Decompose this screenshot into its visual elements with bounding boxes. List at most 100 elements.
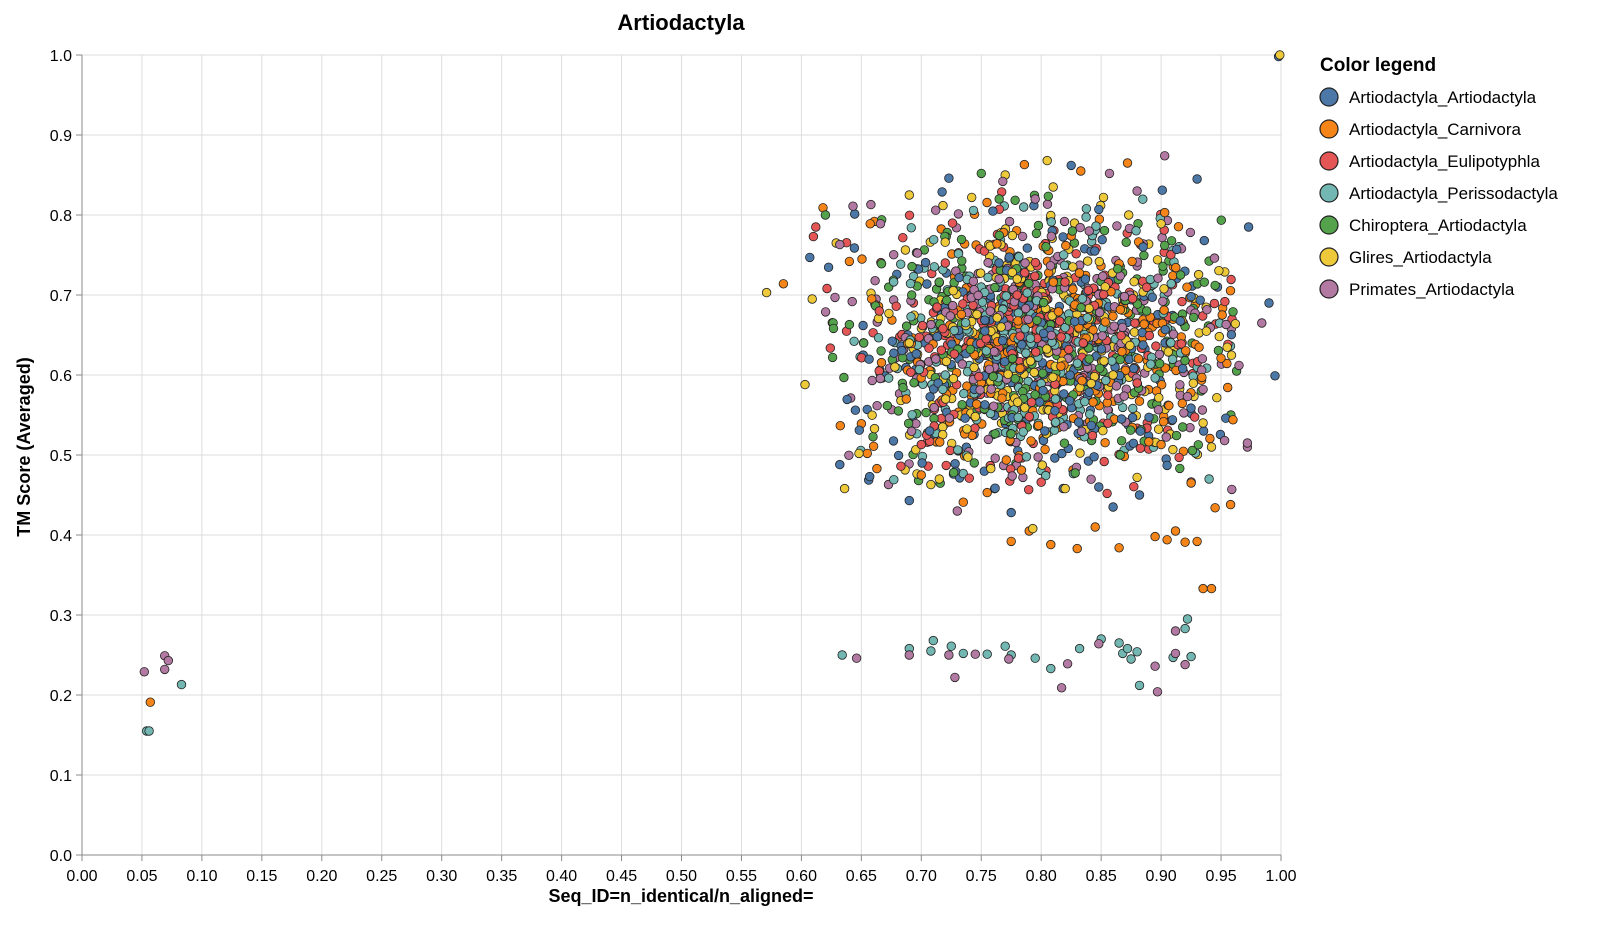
scatter-point — [1048, 277, 1059, 287]
scatter-point — [1107, 356, 1117, 366]
scatter-point — [1056, 683, 1067, 693]
scatter-point — [1154, 393, 1164, 403]
x-tick-label: 1.00 — [1265, 868, 1296, 885]
scatter-point — [997, 393, 1007, 404]
scatter-point — [1006, 507, 1016, 518]
legend-swatch — [1319, 87, 1339, 107]
scatter-point — [867, 410, 877, 420]
scatter-point — [983, 434, 994, 445]
scatter-point — [1131, 226, 1141, 236]
scatter-point — [1033, 420, 1044, 431]
scatter-point — [1186, 291, 1196, 302]
x-tick-label: 0.60 — [786, 868, 817, 885]
scatter-point — [931, 354, 941, 364]
scatter-point — [1225, 499, 1236, 510]
scatter-point — [1127, 412, 1138, 423]
scatter-point — [1167, 415, 1178, 425]
scatter-point — [1065, 370, 1075, 380]
scatter-point — [975, 268, 986, 278]
scatter-point — [1089, 452, 1099, 462]
scatter-point — [990, 483, 1000, 493]
scatter-point — [876, 259, 887, 269]
scatter-point — [1108, 502, 1118, 512]
scatter-point — [917, 458, 927, 468]
scatter-point — [1198, 583, 1208, 594]
scatter-point — [925, 392, 935, 402]
scatter-point — [954, 272, 964, 283]
scatter-point — [948, 373, 959, 384]
scatter-point — [949, 467, 959, 478]
scatter-point — [1103, 390, 1113, 400]
scatter-point — [868, 432, 878, 442]
scatter-point — [1114, 638, 1124, 648]
scatter-point — [1195, 295, 1205, 305]
scatter-point — [1170, 648, 1181, 659]
scatter-point — [957, 359, 968, 369]
scatter-point — [1036, 477, 1046, 487]
scatter-point — [932, 302, 942, 312]
scatter-point — [1205, 433, 1215, 444]
scatter-point — [1119, 291, 1130, 302]
y-tick-label: 0.2 — [50, 688, 72, 705]
x-tick-label: 0.05 — [126, 868, 157, 885]
scatter-point — [823, 262, 834, 273]
scatter-point — [1019, 202, 1029, 212]
scatter-point — [1056, 332, 1066, 342]
scatter-point — [820, 210, 831, 220]
scatter-point — [1015, 331, 1025, 341]
scatter-point — [914, 364, 925, 375]
scatter-point — [1098, 271, 1108, 281]
scatter-point — [1076, 302, 1086, 313]
scatter-point — [921, 407, 931, 418]
scatter-point — [1212, 393, 1222, 403]
scatter-point — [1004, 654, 1014, 664]
x-tick-label: 0.40 — [546, 868, 577, 885]
scatter-point — [842, 394, 852, 405]
scatter-point — [920, 257, 931, 268]
scatter-point — [1206, 583, 1217, 594]
scatter-point — [1066, 160, 1076, 171]
scatter-point — [992, 239, 1002, 249]
scatter-point — [1145, 274, 1156, 285]
scatter-point — [1216, 353, 1226, 363]
scatter-point — [992, 313, 1002, 323]
scatter-point — [907, 290, 917, 300]
scatter-point — [1227, 484, 1237, 495]
scatter-point — [1164, 400, 1174, 411]
scatter-point — [1159, 207, 1170, 218]
scatter-point — [1130, 318, 1140, 328]
scatter-point — [997, 335, 1008, 346]
scatter-point — [1081, 203, 1092, 214]
scatter-point — [1154, 349, 1165, 360]
scatter-point — [865, 219, 875, 229]
scatter-point — [145, 697, 156, 707]
scatter-point — [844, 256, 855, 267]
scatter-point — [1050, 406, 1060, 416]
grid-layer — [81, 54, 1282, 856]
scatter-point — [1156, 380, 1167, 390]
scatter-point — [931, 205, 941, 215]
scatter-point — [1037, 368, 1048, 379]
scatter-point — [933, 378, 943, 388]
scatter-point — [1198, 418, 1208, 428]
scatter-point — [1122, 643, 1133, 654]
scatter-point — [872, 401, 882, 411]
scatter-point — [1012, 290, 1022, 300]
scatter-point — [914, 332, 925, 343]
scatter-point — [980, 400, 990, 410]
scatter-point — [1102, 488, 1112, 499]
scatter-point — [1046, 663, 1056, 674]
scatter-point — [1099, 456, 1109, 467]
scatter-point — [1171, 430, 1182, 441]
scatter-point — [1059, 260, 1070, 271]
legend-swatch — [1319, 247, 1339, 267]
scatter-point — [1264, 298, 1274, 308]
scatter-point — [901, 321, 912, 331]
scatter-point — [1094, 204, 1104, 215]
x-tick-label: 0.15 — [246, 868, 277, 885]
scatter-point — [926, 319, 936, 330]
scatter-point — [1217, 310, 1227, 320]
chart-title: Artiodactyla — [617, 10, 745, 35]
scatter-point — [1064, 344, 1074, 355]
scatter-point — [1088, 325, 1098, 335]
